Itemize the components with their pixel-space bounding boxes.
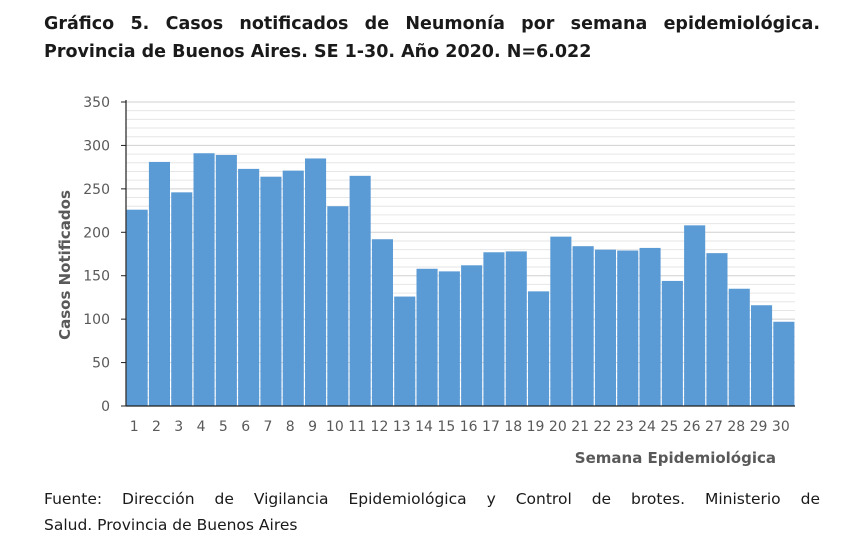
y-axis-label: Casos Notificados <box>56 190 74 340</box>
x-tick-label: 27 <box>705 419 723 435</box>
bar-week-2 <box>148 161 170 406</box>
y-tick-label: 0 <box>101 399 110 415</box>
axes <box>121 100 795 407</box>
bar-week-3 <box>171 192 193 406</box>
chart-title-line-2: Provincia de Buenos Aires. SE 1-30. Año … <box>44 42 592 62</box>
bar-week-6 <box>238 168 260 406</box>
chart-title-line-1: Gráfico 5. Casos notificados de Neumonía… <box>44 14 820 34</box>
y-tick-label: 250 <box>83 182 110 198</box>
x-tick-label: 10 <box>326 419 344 435</box>
bar-week-18 <box>505 251 527 406</box>
source-line-2: Salud. Provincia de Buenos Aires <box>44 516 298 534</box>
bar-week-8 <box>282 170 304 406</box>
x-tick-label: 9 <box>308 419 317 435</box>
bar-series <box>126 153 795 406</box>
x-tick-label: 3 <box>174 419 183 435</box>
gridlines <box>126 101 795 398</box>
bar-week-20 <box>550 236 572 406</box>
x-tick-label: 28 <box>727 419 745 435</box>
bar-week-9 <box>305 158 327 406</box>
x-tick-label: 17 <box>482 419 500 435</box>
x-tick-label: 16 <box>460 419 478 435</box>
bar-week-26 <box>684 225 706 406</box>
bar-week-23 <box>617 250 639 406</box>
source-note: Fuente: Dirección de Vigilancia Epidemio… <box>44 486 820 538</box>
x-tick-labels: 1 2 3 4 5 6 7 8 9 10 11 12 13 14 15 16 17 18 19 20 21 22 23 24 2… <box>130 419 790 435</box>
x-tick-label: 19 <box>527 419 545 435</box>
x-tick-label: 15 <box>437 419 455 435</box>
x-tick-label: 24 <box>638 419 656 435</box>
x-tick-label: 26 <box>683 419 701 435</box>
bar-week-19 <box>528 291 550 406</box>
bar-week-5 <box>215 154 237 406</box>
bar-week-16 <box>461 265 483 406</box>
bar-week-13 <box>394 296 416 406</box>
x-tick-label: 5 <box>219 419 228 435</box>
bar-week-14 <box>416 268 438 406</box>
bar-week-29 <box>751 305 773 406</box>
x-tick-label: 4 <box>197 419 206 435</box>
bar-week-30 <box>773 321 795 406</box>
bar-week-4 <box>193 153 215 406</box>
y-tick-label: 50 <box>92 356 110 372</box>
bar-week-21 <box>572 246 594 406</box>
x-tick-label: 18 <box>504 419 522 435</box>
x-tick-label: 22 <box>594 419 612 435</box>
x-tick-label: 6 <box>241 419 250 435</box>
x-tick-label: 11 <box>348 419 366 435</box>
x-tick-label: 30 <box>772 419 790 435</box>
bar-week-1 <box>126 209 148 406</box>
y-tick-label: 200 <box>83 225 110 241</box>
x-tick-label: 23 <box>616 419 634 435</box>
bar-week-11 <box>349 175 371 406</box>
chart-title: Gráfico 5. Casos notificados de Neumonía… <box>44 10 820 66</box>
x-tick-label: 13 <box>393 419 411 435</box>
x-tick-label: 29 <box>750 419 768 435</box>
bar-week-15 <box>438 271 460 406</box>
bar-week-22 <box>594 249 616 406</box>
bar-week-25 <box>661 280 683 406</box>
x-tick-label: 12 <box>371 419 389 435</box>
y-tick-label: 100 <box>83 312 110 328</box>
x-tick-label: 25 <box>660 419 678 435</box>
y-tick-label: 300 <box>83 138 110 154</box>
bar-week-27 <box>706 253 728 406</box>
bar-week-12 <box>371 239 393 406</box>
x-axis-label: Semana Epidemiológica <box>575 449 776 467</box>
bar-week-24 <box>639 247 661 406</box>
bar-week-17 <box>483 252 505 406</box>
x-tick-label: 14 <box>415 419 433 435</box>
x-tick-label: 7 <box>263 419 272 435</box>
y-tick-label: 150 <box>83 269 110 285</box>
bar-week-28 <box>728 288 750 406</box>
bar-week-10 <box>327 206 349 406</box>
bar-week-7 <box>260 176 282 406</box>
y-tick-label: 350 <box>83 95 110 111</box>
x-tick-label: 8 <box>286 419 295 435</box>
x-tick-label: 21 <box>571 419 589 435</box>
x-tick-label: 1 <box>130 419 139 435</box>
y-tick-labels: 0 50 100 150 200 250 300 350 <box>83 95 110 415</box>
x-tick-label: 2 <box>152 419 161 435</box>
source-line-1: Fuente: Dirección de Vigilancia Epidemio… <box>44 490 820 508</box>
x-tick-label: 20 <box>549 419 567 435</box>
